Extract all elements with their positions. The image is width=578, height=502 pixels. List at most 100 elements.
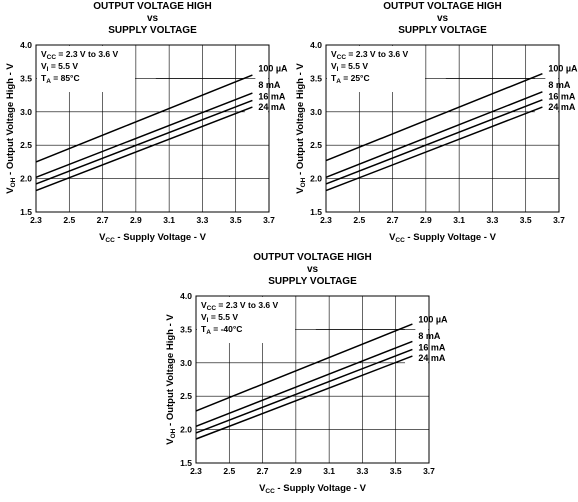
plot-frame [325, 44, 560, 213]
series-label-2: 8 mA [548, 80, 571, 90]
condition-line-3: TA = 25°C [331, 73, 370, 85]
y-tick-label: 4.0 [180, 291, 192, 301]
series-label-1: 100 µA [548, 63, 578, 73]
x-tick-label: 2.5 [353, 215, 365, 225]
conditions-box [37, 46, 135, 92]
series-label-1: 100 µA [258, 63, 288, 73]
series-line-3 [195, 348, 413, 434]
legend-background [245, 69, 268, 116]
y-tick-label: 1.5 [310, 207, 322, 217]
plot-frame [195, 295, 430, 464]
series-line-2 [325, 91, 543, 178]
y-tick-label: 1.5 [20, 207, 32, 217]
y-tick-label: 2.0 [20, 174, 32, 184]
x-tick-label: 2.7 [257, 466, 269, 476]
condition-line-2: VI = 5.5 V [41, 61, 78, 73]
x-axis-label: VCC - Supply Voltage - V [259, 483, 367, 495]
y-tick-label: 3.5 [180, 324, 192, 334]
condition-line-2: VI = 5.5 V [331, 61, 368, 73]
x-tick-label: 3.3 [487, 215, 499, 225]
x-tick-label: 3.3 [357, 466, 369, 476]
chart-panel-1: OUTPUT VOLTAGE HIGH vs SUPPLY VOLTAGE 2.3 2.… [0, 0, 290, 251]
y-tick-label: 2.0 [180, 425, 192, 435]
chart-panel-3: OUTPUT VOLTAGE HIGH vs SUPPLY VOLTAGE 2.3 2.… [160, 251, 450, 502]
series-line-2 [35, 92, 253, 178]
series-label-3: 16 mA [258, 91, 286, 101]
x-tick-label: 2.7 [387, 215, 399, 225]
legend-background [405, 320, 428, 367]
x-tick-label: 3.5 [230, 215, 242, 225]
chart-title-line-1: OUTPUT VOLTAGE HIGH [93, 1, 212, 12]
y-tick-label: 2.5 [310, 140, 322, 150]
x-tick-label: 2.9 [130, 215, 142, 225]
y-axis-label: VOH - Output Voltage High - V [295, 63, 307, 194]
series-line-3 [35, 99, 253, 185]
x-axis-label: VCC - Supply Voltage - V [389, 232, 497, 244]
series-label-3: 16 mA [548, 91, 576, 101]
chart-title-line-3: SUPPLY VOLTAGE [268, 276, 357, 287]
series-line-1 [325, 73, 543, 162]
series-line-3 [325, 99, 543, 185]
chart-title-line-1: OUTPUT VOLTAGE HIGH [253, 252, 372, 263]
chart-title-line-2: vs [307, 264, 319, 275]
x-tick-label: 3.5 [390, 466, 402, 476]
y-axis-label: VOH - Output Voltage High - V [5, 63, 17, 194]
x-tick-label: 3.1 [453, 215, 465, 225]
y-tick-label: 3.0 [310, 107, 322, 117]
x-tick-label: 3.1 [323, 466, 335, 476]
y-tick-label: 4.0 [20, 40, 32, 50]
chart-title-line-2: vs [437, 13, 449, 24]
plot-frame [35, 44, 270, 213]
series-line-4 [35, 106, 253, 192]
condition-line-1: VCC = 2.3 V to 3.6 V [41, 49, 119, 61]
y-tick-label: 1.5 [180, 458, 192, 468]
x-axis-label: VCC - Supply Voltage - V [99, 232, 207, 244]
y-tick-label: 3.0 [180, 358, 192, 368]
y-tick-label: 2.5 [20, 140, 32, 150]
series-line-1 [35, 74, 253, 163]
condition-line-1: VCC = 2.3 V to 3.6 V [331, 49, 409, 61]
series-line-2 [195, 340, 413, 427]
condition-line-2: VI = 5.5 V [201, 312, 238, 324]
series-line-4 [195, 355, 413, 440]
x-tick-label: 3.3 [197, 215, 209, 225]
series-label-4: 24 mA [548, 102, 576, 112]
y-tick-label: 3.5 [310, 73, 322, 83]
conditions-box [327, 46, 425, 92]
series-line-1 [195, 323, 413, 412]
x-tick-label: 2.7 [97, 215, 109, 225]
x-tick-label: 2.3 [30, 215, 42, 225]
x-tick-label: 2.9 [290, 466, 302, 476]
chart-title-line-3: SUPPLY VOLTAGE [398, 25, 487, 36]
series-label-4: 24 mA [418, 353, 446, 363]
y-axis-label: VOH - Output Voltage High - V [165, 314, 177, 445]
series-label-2: 8 mA [418, 331, 441, 341]
x-tick-label: 2.5 [223, 466, 235, 476]
y-tick-label: 2.5 [180, 391, 192, 401]
legend-background [535, 69, 558, 116]
chart-panel-2: OUTPUT VOLTAGE HIGH vs SUPPLY VOLTAGE 2.3 2.… [290, 0, 578, 251]
series-label-3: 16 mA [418, 342, 446, 352]
y-tick-label: 3.5 [20, 73, 32, 83]
x-tick-label: 3.7 [553, 215, 565, 225]
series-label-4: 24 mA [258, 102, 286, 112]
series-label-1: 100 µA [418, 314, 448, 324]
chart-title-line-2: vs [147, 13, 159, 24]
y-tick-label: 3.0 [20, 107, 32, 117]
x-tick-label: 2.3 [190, 466, 202, 476]
x-tick-label: 2.9 [420, 215, 432, 225]
series-line-4 [325, 106, 543, 192]
x-tick-label: 3.1 [163, 215, 175, 225]
chart-title-line-3: SUPPLY VOLTAGE [108, 25, 197, 36]
conditions-box [197, 297, 295, 343]
x-tick-label: 2.3 [320, 215, 332, 225]
y-tick-label: 4.0 [310, 40, 322, 50]
condition-line-1: VCC = 2.3 V to 3.6 V [201, 300, 279, 312]
y-tick-label: 2.0 [310, 174, 322, 184]
series-label-2: 8 mA [258, 80, 281, 90]
x-tick-label: 3.5 [520, 215, 532, 225]
x-tick-label: 3.7 [423, 466, 435, 476]
